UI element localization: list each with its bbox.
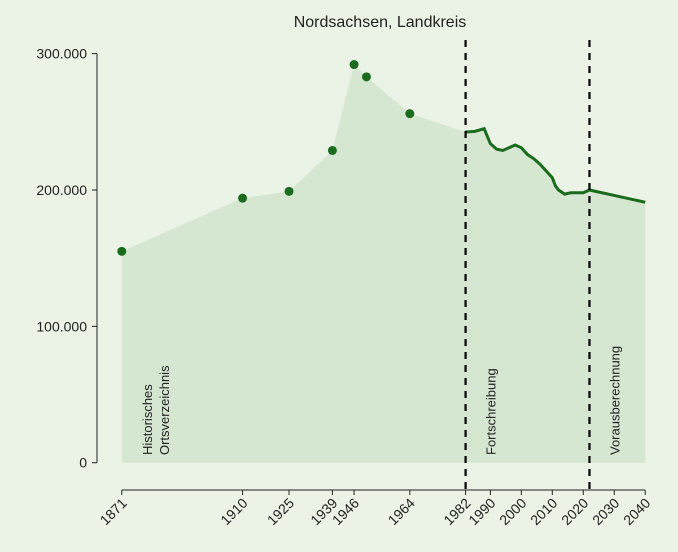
area xyxy=(121,64,646,463)
chart-title: Nordsachsen, Landkreis xyxy=(294,14,467,31)
data-point xyxy=(361,72,371,82)
data-point xyxy=(117,246,127,256)
data-point xyxy=(238,193,248,203)
data-line xyxy=(465,126,646,204)
y-tick-label: 200.000 xyxy=(36,182,87,198)
annotation: Ortsverzeichnis xyxy=(157,365,172,455)
annotation: Vorausberechnung xyxy=(607,346,622,455)
annotation: Historisches xyxy=(140,384,155,455)
data-point xyxy=(349,60,359,70)
annotation: Fortschreibung xyxy=(484,368,499,455)
y-tick-label: 0 xyxy=(79,455,87,471)
y-tick-label: 100.000 xyxy=(36,318,87,334)
y-tick-label: 300.000 xyxy=(36,46,87,62)
data-point xyxy=(284,186,294,196)
data-point xyxy=(405,109,415,119)
data-point xyxy=(327,145,337,155)
